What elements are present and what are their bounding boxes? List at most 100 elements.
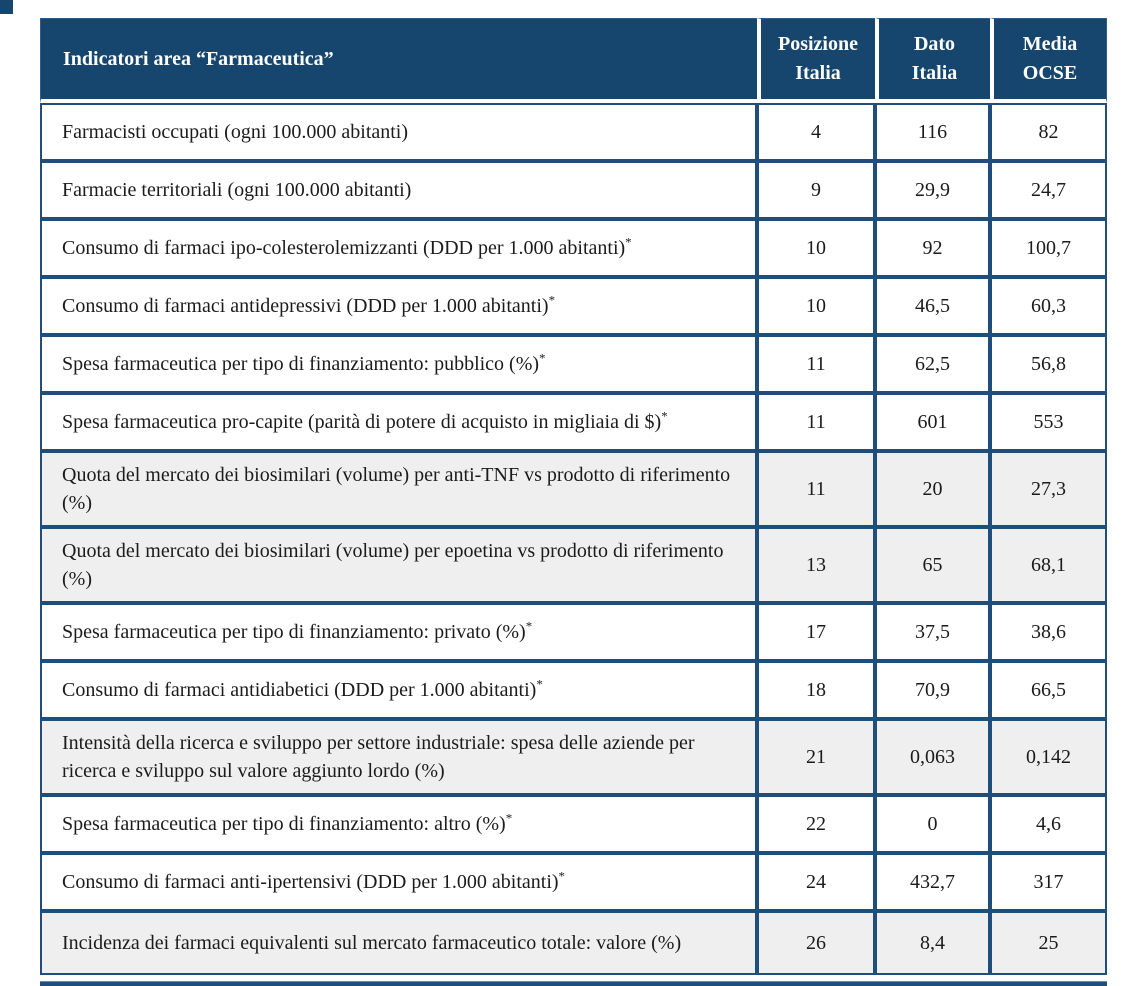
posizione-italia-cell: 11: [757, 451, 875, 527]
media-ocse-cell: 68,1: [990, 527, 1107, 603]
indicator-label-cell: Spesa farmaceutica per tipo di finanziam…: [40, 335, 757, 393]
footnote-asterisk: *: [505, 810, 513, 826]
indicator-label: Consumo di farmaci ipo-colesterolemizzan…: [62, 236, 626, 259]
media-ocse-cell: 25: [990, 911, 1107, 975]
dato-italia-cell: 92: [875, 219, 990, 277]
dato-italia-cell: 65: [875, 527, 990, 603]
indicator-label: Spesa farmaceutica per tipo di finanziam…: [62, 812, 506, 835]
table-row: Spesa farmaceutica pro-capite (parità di…: [40, 393, 1107, 451]
header-line: Media: [1022, 33, 1078, 55]
indicator-label: Incidenza dei farmaci equivalenti sul me…: [62, 931, 682, 954]
column-header-media-ocse: Media OCSE: [990, 18, 1107, 103]
table-row: Consumo di farmaci anti-ipertensivi (DDD…: [40, 853, 1107, 911]
media-ocse-cell: 317: [990, 853, 1107, 911]
indicator-label-cell: Spesa farmaceutica pro-capite (parità di…: [40, 393, 757, 451]
media-ocse-cell: 4,6: [990, 795, 1107, 853]
dato-italia-cell: 432,7: [875, 853, 990, 911]
column-header-posizione-italia: Posizione Italia: [757, 18, 875, 103]
indicator-label: Spesa farmaceutica per tipo di finanziam…: [62, 352, 540, 375]
indicator-label: Consumo di farmaci anti-ipertensivi (DDD…: [62, 870, 559, 893]
indicator-label: Consumo di farmaci antidepressivi (DDD p…: [62, 294, 549, 317]
indicator-label: Spesa farmaceutica pro-capite (parità di…: [62, 410, 662, 433]
media-ocse-cell: 24,7: [990, 161, 1107, 219]
indicator-label-cell: Quota del mercato dei biosimilari (volum…: [40, 527, 757, 603]
indicator-label-cell: Quota del mercato dei biosimilari (volum…: [40, 451, 757, 527]
indicator-label: Spesa farmaceutica per tipo di finanziam…: [62, 620, 526, 643]
indicator-label: Consumo di farmaci antidiabetici (DDD pe…: [62, 678, 537, 701]
table-row: Quota del mercato dei biosimilari (volum…: [40, 451, 1107, 527]
indicator-label-cell: Spesa farmaceutica per tipo di finanziam…: [40, 603, 757, 661]
posizione-italia-cell: 18: [757, 661, 875, 719]
table-row: Spesa farmaceutica per tipo di finanziam…: [40, 335, 1107, 393]
table-row: Consumo di farmaci antidiabetici (DDD pe…: [40, 661, 1107, 719]
posizione-italia-cell: 21: [757, 719, 875, 795]
indicator-label: Quota del mercato dei biosimilari (volum…: [62, 463, 731, 514]
cutoff-next-row-border: [40, 981, 1107, 986]
footnote-asterisk: *: [536, 676, 543, 692]
posizione-italia-cell: 9: [757, 161, 875, 219]
column-header-indicators: Indicatori area “Farmaceutica”: [40, 18, 757, 103]
dato-italia-cell: 37,5: [875, 603, 990, 661]
posizione-italia-cell: 4: [757, 103, 875, 161]
indicator-label: Intensità della ricerca e sviluppo per s…: [62, 731, 695, 782]
header-line: Dato: [913, 33, 956, 55]
media-ocse-cell: 82: [990, 103, 1107, 161]
table-row: Intensità della ricerca e sviluppo per s…: [40, 719, 1107, 795]
indicator-label-cell: Intensità della ricerca e sviluppo per s…: [40, 719, 757, 795]
header-line: Italia: [911, 62, 958, 84]
dato-italia-cell: 62,5: [875, 335, 990, 393]
table-row: Incidenza dei farmaci equivalenti sul me…: [40, 911, 1107, 975]
page-corner-mark: [0, 0, 13, 14]
footnote-asterisk: *: [548, 292, 556, 308]
indicator-label: Quota del mercato dei biosimilari (volum…: [62, 539, 724, 590]
posizione-italia-cell: 13: [757, 527, 875, 603]
footnote-asterisk: *: [539, 350, 546, 366]
dato-italia-cell: 29,9: [875, 161, 990, 219]
posizione-italia-cell: 22: [757, 795, 875, 853]
dato-italia-cell: 601: [875, 393, 990, 451]
footnote-asterisk: *: [525, 618, 533, 634]
posizione-italia-cell: 17: [757, 603, 875, 661]
indicator-label-cell: Spesa farmaceutica per tipo di finanziam…: [40, 795, 757, 853]
header-line: Posizione: [778, 33, 858, 55]
footnote-asterisk: *: [625, 234, 632, 250]
dato-italia-cell: 46,5: [875, 277, 990, 335]
table-row: Consumo di farmaci antidepressivi (DDD p…: [40, 277, 1107, 335]
media-ocse-cell: 38,6: [990, 603, 1107, 661]
table-row: Consumo di farmaci ipo-colesterolemizzan…: [40, 219, 1107, 277]
table-row: Spesa farmaceutica per tipo di finanziam…: [40, 603, 1107, 661]
indicator-label-cell: Consumo di farmaci anti-ipertensivi (DDD…: [40, 853, 757, 911]
table-row: Farmacie territoriali (ogni 100.000 abit…: [40, 161, 1107, 219]
dato-italia-cell: 70,9: [875, 661, 990, 719]
media-ocse-cell: 0,142: [990, 719, 1107, 795]
column-header-dato-italia: Dato Italia: [875, 18, 990, 103]
dato-italia-cell: 20: [875, 451, 990, 527]
indicator-label-cell: Consumo di farmaci antidiabetici (DDD pe…: [40, 661, 757, 719]
indicator-label-cell: Farmacisti occupati (ogni 100.000 abitan…: [40, 103, 757, 161]
dato-italia-cell: 116: [875, 103, 990, 161]
media-ocse-cell: 60,3: [990, 277, 1107, 335]
pharma-indicators-table: Indicatori area “Farmaceutica” Posizione…: [40, 18, 1107, 975]
indicator-label-cell: Incidenza dei farmaci equivalenti sul me…: [40, 911, 757, 975]
media-ocse-cell: 27,3: [990, 451, 1107, 527]
posizione-italia-cell: 11: [757, 393, 875, 451]
posizione-italia-cell: 24: [757, 853, 875, 911]
media-ocse-cell: 56,8: [990, 335, 1107, 393]
media-ocse-cell: 66,5: [990, 661, 1107, 719]
posizione-italia-cell: 10: [757, 277, 875, 335]
dato-italia-cell: 0,063: [875, 719, 990, 795]
indicator-label-cell: Farmacie territoriali (ogni 100.000 abit…: [40, 161, 757, 219]
indicator-label-cell: Consumo di farmaci antidepressivi (DDD p…: [40, 277, 757, 335]
header-line: OCSE: [1022, 62, 1078, 84]
header-line: Italia: [795, 62, 841, 84]
posizione-italia-cell: 11: [757, 335, 875, 393]
table-row: Farmacisti occupati (ogni 100.000 abitan…: [40, 103, 1107, 161]
posizione-italia-cell: 26: [757, 911, 875, 975]
media-ocse-cell: 100,7: [990, 219, 1107, 277]
footnote-asterisk: *: [661, 408, 668, 424]
dato-italia-cell: 0: [875, 795, 990, 853]
table-row: Spesa farmaceutica per tipo di finanziam…: [40, 795, 1107, 853]
table-row: Quota del mercato dei biosimilari (volum…: [40, 527, 1107, 603]
indicator-label: Farmacisti occupati (ogni 100.000 abitan…: [62, 120, 409, 143]
